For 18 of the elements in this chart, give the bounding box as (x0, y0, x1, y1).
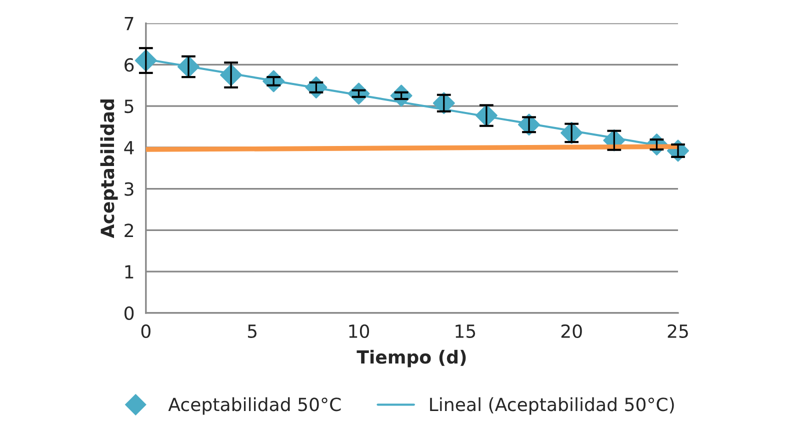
legend-label: Lineal (Aceptabilidad 50°C) (430, 397, 674, 415)
x-tick-label: 15 (456, 324, 476, 338)
y-tick-label: 5 (124, 100, 134, 114)
x-axis-title: Tiempo (d) (356, 350, 466, 368)
y-tick-label: 2 (124, 224, 133, 238)
x-tick-label: 10 (349, 324, 370, 338)
y-axis-title: Aceptabilidad (100, 100, 118, 238)
x-tick-label: 5 (248, 324, 256, 338)
y-tick-label: 0 (124, 306, 134, 320)
y-tick-label: 4 (124, 141, 134, 154)
x-tick-label: 0 (141, 324, 150, 338)
x-tick-label: 20 (561, 324, 582, 338)
x-tick-label: 25 (668, 324, 688, 338)
y-tick-label: 3 (124, 182, 134, 196)
legend-label: Aceptabilidad 50°C (168, 397, 341, 415)
y-tick-label: 7 (124, 16, 134, 30)
y-tick-label: 6 (124, 58, 134, 72)
y-tick-label: 1 (125, 265, 134, 278)
